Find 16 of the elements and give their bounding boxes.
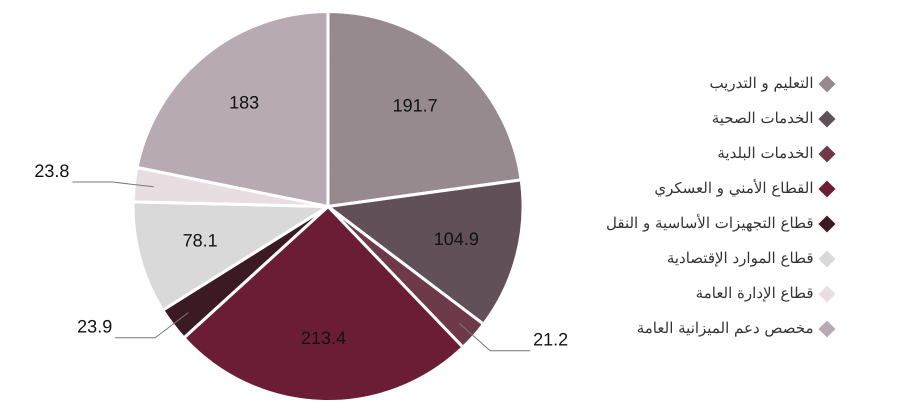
- legend-label: القطاع الأمني و العسكري: [654, 178, 814, 197]
- legend-label: قطاع التجهيزات الأساسية و النقل: [606, 212, 814, 232]
- data-label: 213.4: [301, 328, 346, 348]
- legend-label: قطاع الإدارة العامة: [696, 284, 814, 302]
- data-label: 183: [229, 92, 260, 113]
- data-label: 191.7: [392, 96, 438, 116]
- legend-label: قطاع الموارد الإقتصادية: [666, 248, 814, 267]
- data-label: 78.1: [182, 230, 218, 251]
- legend-label: التعليم و التدريب: [709, 74, 814, 92]
- data-label: 21.2: [533, 330, 568, 350]
- legend-label: الخدمات البلدية: [717, 144, 814, 162]
- data-label: 23.9: [77, 316, 112, 337]
- legend-label: مخصص دعم الميزانية العامة: [636, 318, 814, 337]
- data-label: 104.9: [434, 228, 479, 249]
- legend-label: الخدمات الصحية: [712, 108, 814, 127]
- data-label: 23.8: [34, 161, 70, 182]
